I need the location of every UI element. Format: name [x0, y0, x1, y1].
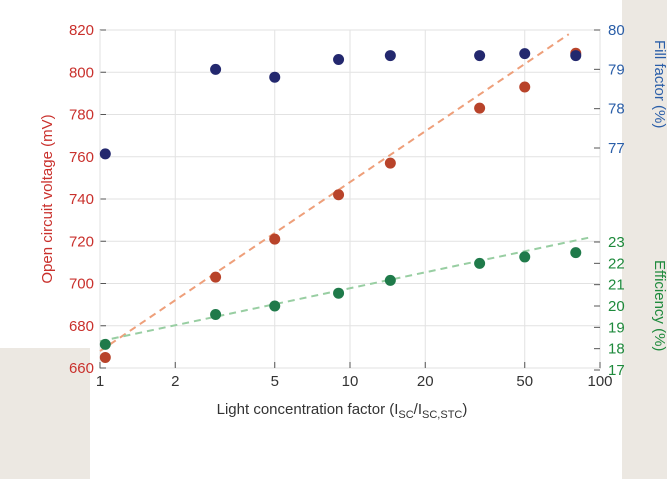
ff-point: [333, 54, 345, 65]
y-right-bottom-tick-label: 22: [608, 255, 625, 272]
y-left-tick-label: 780: [69, 107, 94, 124]
x-axis-title: Light concentration factor (ISC/ISC,STC): [217, 401, 468, 421]
y-right-top-tick-label: 77: [608, 140, 625, 157]
y-left-tick-label: 740: [69, 191, 94, 208]
x-tick-label: 2: [171, 373, 179, 390]
y-right-bottom-tick-label: 19: [608, 319, 625, 336]
x-tick-label: 50: [516, 373, 533, 390]
ff-point: [384, 50, 396, 62]
y-left-tick-label: 680: [69, 318, 94, 335]
x-tick-label: 20: [417, 373, 434, 390]
y-left-axis-title: Open circuit voltage (mV): [39, 114, 56, 283]
efficiency-point: [269, 300, 281, 312]
x-tick-label: 5: [271, 373, 279, 390]
ff-point: [210, 63, 222, 75]
ff-point: [474, 50, 486, 62]
y-right-top-tick-label: 79: [608, 61, 625, 78]
efficiency-point: [474, 257, 486, 269]
y-right-top-axis-title: Fill factor (%): [651, 40, 667, 128]
grid: [99, 29, 601, 371]
efficiency-point: [570, 247, 582, 259]
voc-point: [99, 351, 111, 363]
y-right-bottom-tick-label: 23: [608, 234, 625, 251]
y-left-tick-label: 760: [69, 149, 94, 166]
ff-point: [99, 148, 111, 160]
y-right-top-tick-label: 78: [608, 101, 625, 118]
y-left-tick-label: 660: [69, 360, 94, 377]
voc-point: [474, 102, 486, 114]
voc-point: [519, 81, 531, 93]
data-points: [99, 47, 582, 363]
background-panel-right: [622, 0, 667, 479]
efficiency-point: [210, 309, 222, 321]
efficiency-point: [384, 274, 396, 286]
ff-point: [519, 48, 531, 60]
y-left-tick-label: 720: [69, 233, 94, 250]
y-right-bottom-tick-label: 17: [608, 362, 625, 379]
y-right-bottom-tick-label: 18: [608, 341, 625, 358]
y-right-bottom-tick-label: 21: [608, 277, 625, 294]
background-panel-left: [0, 348, 90, 479]
x-tick-label: 10: [342, 373, 359, 390]
y-right-bottom-tick-label: 20: [608, 298, 625, 315]
ff-point: [269, 71, 281, 83]
x-tick-label: 1: [96, 373, 104, 390]
voc-point: [333, 189, 345, 201]
tick-labels: 660 680 700 720 740 760 780 800 820 1 2 5 10 20 50 100 7…: [69, 22, 625, 390]
efficiency-point: [333, 287, 345, 299]
x-tick-label: 100: [587, 373, 612, 390]
y-left-tick-label: 800: [69, 64, 94, 81]
y-left-tick-label: 700: [69, 276, 94, 293]
voc-point: [384, 157, 396, 169]
y-left-tick-label: 820: [69, 22, 94, 39]
efficiency-point: [99, 338, 111, 350]
efficiency-point: [519, 251, 531, 263]
y-right-top-tick-label: 80: [608, 22, 625, 39]
voc-point: [269, 233, 281, 245]
voc-point: [210, 271, 222, 283]
y-right-bottom-axis-title: Efficiency (%): [651, 260, 667, 351]
ff-point: [570, 50, 582, 62]
